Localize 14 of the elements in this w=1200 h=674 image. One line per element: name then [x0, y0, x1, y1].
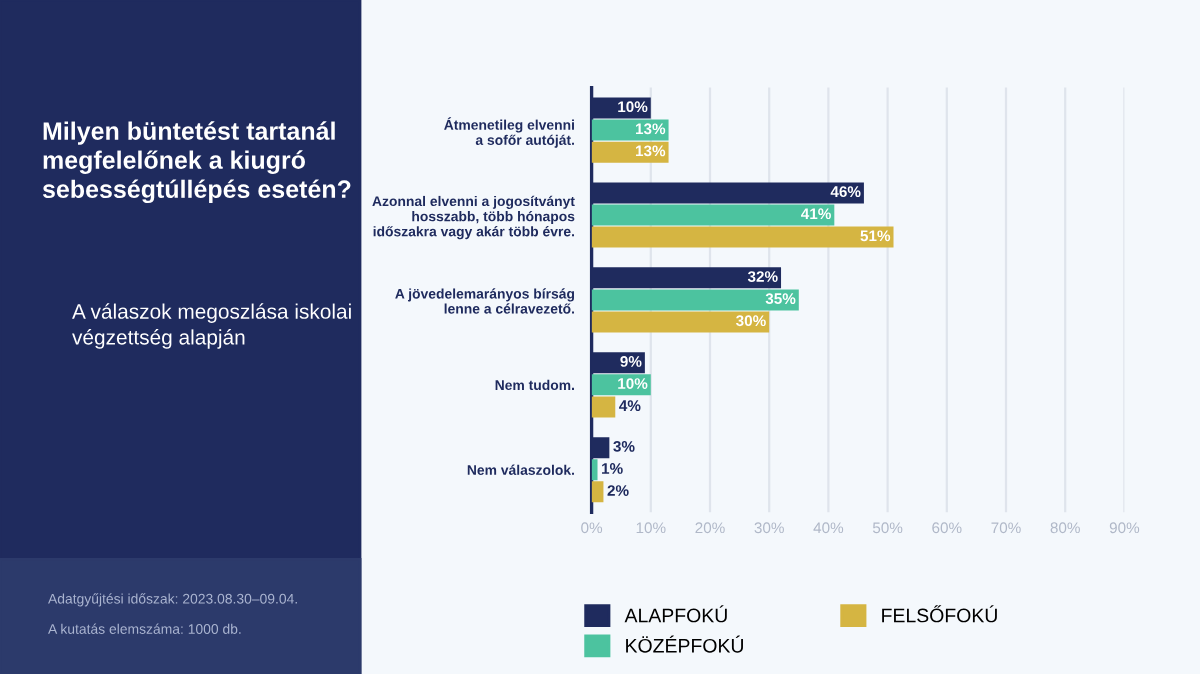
bar: [591, 119, 669, 141]
text: A válaszok megoszlása iskolai végzettség alapján: [72, 303, 351, 349]
bar: [591, 141, 669, 163]
text: Milyen büntetést tartanál megfelelőnek a kiugró sebességtúllépés esetén?: [42, 121, 351, 204]
bar: [591, 396, 616, 418]
bar: [591, 204, 835, 226]
bar: [591, 226, 894, 248]
legend-label: FELSŐFOKÚ: [882, 605, 997, 623]
legend-label: ALAPFOKÚ: [624, 605, 727, 623]
bar: [591, 311, 770, 333]
bar: [591, 289, 799, 311]
bar: [591, 481, 604, 503]
bar: [591, 459, 598, 481]
legend-label: KÖZÉPFOKÚ: [626, 635, 743, 653]
